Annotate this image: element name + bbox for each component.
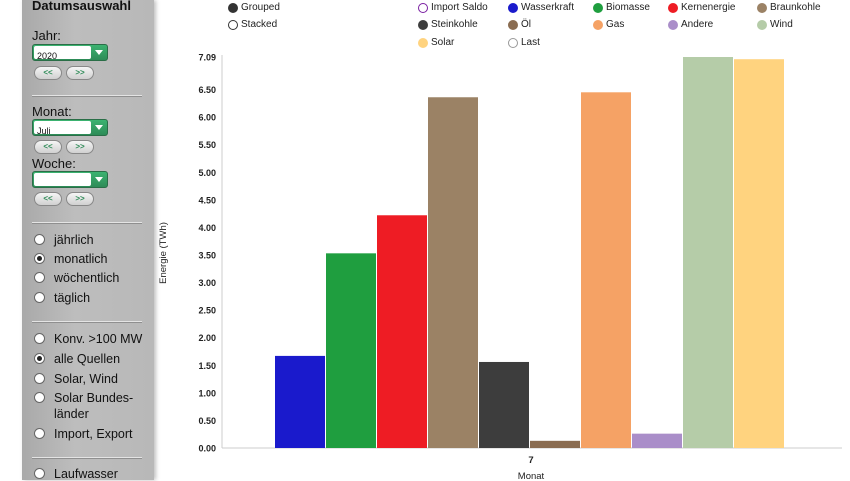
month-prev-button[interactable]: << bbox=[34, 140, 62, 154]
month-value: Juli bbox=[37, 126, 51, 136]
y-tick-label: 5.00 bbox=[198, 168, 216, 178]
chevron-down-icon bbox=[95, 50, 103, 55]
legend-label: Wind bbox=[770, 19, 793, 30]
bar-steinkohle bbox=[479, 361, 529, 448]
divider bbox=[32, 95, 142, 97]
y-tick-label: 4.50 bbox=[198, 195, 216, 205]
year-label: Jahr: bbox=[32, 28, 61, 43]
radio-selected-icon bbox=[34, 253, 45, 264]
sidebar: Datumsauswahl Jahr: 2020 << >> Monat: Ju… bbox=[22, 0, 154, 481]
legend-swatch bbox=[418, 3, 428, 13]
legend-swatch bbox=[418, 38, 428, 48]
radio-icon bbox=[34, 468, 45, 479]
y-tick-label: 0.00 bbox=[198, 444, 216, 454]
y-tick-label: 3.50 bbox=[198, 250, 216, 260]
radio-icon bbox=[34, 373, 45, 384]
x-tick-label: 7 bbox=[528, 455, 533, 466]
legend-label: Wasserkraft bbox=[521, 2, 574, 13]
legend-label: Biomasse bbox=[606, 2, 650, 13]
year-prev-button[interactable]: << bbox=[34, 66, 62, 80]
y-tick-label: 6.50 bbox=[198, 85, 216, 95]
legend-swatch bbox=[593, 20, 603, 30]
y-tick-label: 2.00 bbox=[198, 333, 216, 343]
legend-label: Import Saldo bbox=[431, 2, 488, 13]
legend-label: Gas bbox=[606, 19, 625, 30]
y-tick-label: 2.50 bbox=[198, 306, 216, 316]
year-next-button[interactable]: >> bbox=[66, 66, 94, 80]
y-tick-label: 4.00 bbox=[198, 223, 216, 233]
y-tick-label: 1.00 bbox=[198, 388, 216, 398]
legend-label: Last bbox=[521, 37, 540, 48]
legend-swatch bbox=[757, 3, 767, 13]
bar-braunkohle bbox=[428, 97, 478, 448]
radio-icon bbox=[228, 20, 238, 30]
y-tick-label: 7.09 bbox=[198, 53, 216, 63]
radio-icon bbox=[34, 292, 45, 303]
bar-oel bbox=[530, 440, 580, 448]
legend-swatch bbox=[757, 20, 767, 30]
bar-kernenergie bbox=[377, 215, 427, 448]
x-axis-label: Monat bbox=[518, 471, 545, 480]
month-select[interactable]: Juli bbox=[32, 119, 108, 136]
radio-icon bbox=[34, 392, 45, 403]
legend-label: Braunkohle bbox=[770, 2, 821, 13]
legend-swatch bbox=[508, 20, 518, 30]
legend-swatch bbox=[418, 20, 428, 30]
divider bbox=[32, 222, 142, 224]
legend-swatch bbox=[668, 20, 678, 30]
legend-label: Solar bbox=[431, 37, 455, 48]
bar-andere bbox=[632, 433, 682, 448]
y-tick-label: 5.50 bbox=[198, 140, 216, 150]
divider bbox=[32, 457, 142, 459]
y-tick-label: 0.50 bbox=[198, 416, 216, 426]
week-label: Woche: bbox=[32, 156, 76, 171]
bar-gas bbox=[581, 92, 631, 448]
radio-icon bbox=[34, 428, 45, 439]
y-axis-label: Energie (TWh) bbox=[158, 222, 169, 284]
bar-wasserkraft bbox=[275, 355, 325, 448]
y-tick-label: 3.00 bbox=[198, 278, 216, 288]
year-select[interactable]: 2020 bbox=[32, 44, 108, 61]
legend-swatch bbox=[668, 3, 678, 13]
sidebar-title: Datumsauswahl bbox=[32, 0, 131, 13]
legend-swatch bbox=[508, 38, 518, 48]
legend-label: Kernenergie bbox=[681, 2, 736, 13]
legend-swatch bbox=[508, 3, 518, 13]
week-prev-button[interactable]: << bbox=[34, 192, 62, 206]
radio-icon bbox=[34, 234, 45, 245]
legend-label: Steinkohle bbox=[431, 19, 478, 30]
bar-solar bbox=[734, 59, 784, 448]
week-select[interactable] bbox=[32, 171, 108, 188]
radio-selected-icon bbox=[228, 3, 238, 13]
divider bbox=[32, 321, 142, 323]
radio-icon bbox=[34, 272, 45, 283]
week-next-button[interactable]: >> bbox=[66, 192, 94, 206]
legend-label: Andere bbox=[681, 19, 714, 30]
month-next-button[interactable]: >> bbox=[66, 140, 94, 154]
chevron-down-icon bbox=[95, 125, 103, 130]
y-tick-label: 6.00 bbox=[198, 113, 216, 123]
chevron-down-icon bbox=[95, 177, 103, 182]
legend-swatch bbox=[593, 3, 603, 13]
radio-selected-icon bbox=[34, 353, 45, 364]
y-tick-label: 1.50 bbox=[198, 361, 216, 371]
legend-label: Öl bbox=[521, 19, 531, 30]
bar-wind bbox=[683, 57, 733, 448]
bar-biomasse bbox=[326, 253, 376, 448]
radio-icon bbox=[34, 333, 45, 344]
month-label: Monat: bbox=[32, 104, 72, 119]
year-value: 2020 bbox=[37, 51, 58, 61]
